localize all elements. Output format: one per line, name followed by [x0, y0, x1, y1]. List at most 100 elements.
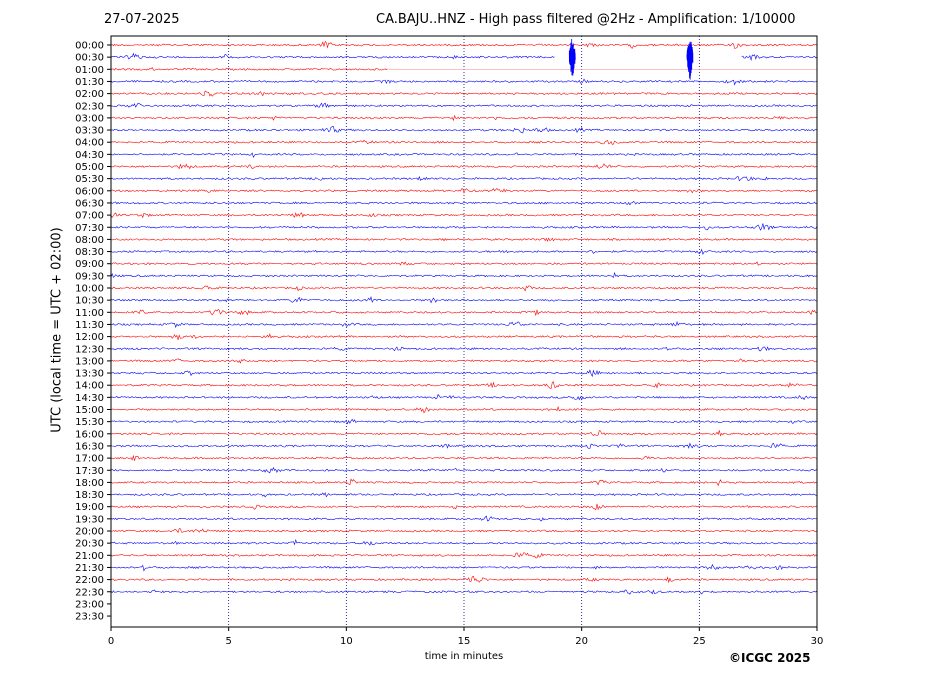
y-tick-label-17:00: 17:00 [75, 454, 104, 465]
y-tick-label-02:30: 02:30 [75, 101, 104, 112]
y-tick-label-13:00: 13:00 [75, 356, 104, 367]
trace-02:00 [110, 90, 818, 97]
trace-14:00 [110, 381, 818, 390]
trace-03:00 [110, 114, 818, 122]
copyright: ©ICGC 2025 [729, 651, 811, 665]
y-tick-label-04:00: 04:00 [75, 138, 104, 149]
trace-19:00 [110, 503, 818, 511]
trace-01:00 [110, 66, 388, 71]
y-tick-label-05:00: 05:00 [75, 162, 104, 173]
trace-lines [110, 40, 818, 595]
y-tick-label-20:00: 20:00 [75, 527, 104, 538]
event-00:30-0 [568, 38, 576, 76]
y-tick-label-14:30: 14:30 [75, 393, 104, 404]
y-tick-label-22:00: 22:00 [75, 575, 104, 586]
x-tick-label-15: 15 [458, 636, 471, 647]
trace-10:00 [110, 285, 818, 292]
y-tick-label-23:00: 23:00 [75, 599, 104, 610]
trace-12:00 [110, 333, 818, 341]
x-axis-label: time in minutes [424, 651, 504, 662]
trace-15:00 [110, 405, 818, 414]
y-tick-label-00:00: 00:00 [75, 41, 104, 52]
y-tick-label-21:00: 21:00 [75, 551, 104, 562]
y-tick-label-09:30: 09:30 [75, 271, 104, 282]
y-tick-label-02:00: 02:00 [75, 89, 104, 100]
trace-16:30 [110, 442, 818, 449]
trace-22:30 [110, 589, 818, 595]
y-tick-label-19:00: 19:00 [75, 502, 104, 513]
trace-01:30 [110, 78, 818, 86]
y-tick-label-07:30: 07:30 [75, 223, 104, 234]
y-tick-label-04:30: 04:30 [75, 150, 104, 161]
y-tick-label-11:30: 11:30 [75, 320, 104, 331]
plot-frame [110, 35, 818, 628]
trace-04:00 [110, 139, 818, 145]
trace-18:30 [110, 492, 818, 498]
trace-19:30 [110, 515, 818, 522]
trace-12:30 [110, 346, 818, 352]
y-tick-label-10:30: 10:30 [75, 296, 104, 307]
y-tick-label-15:30: 15:30 [75, 417, 104, 428]
y-tick-label-03:00: 03:00 [75, 113, 104, 124]
y-tick-label-03:30: 03:30 [75, 126, 104, 137]
x-tick-label-0: 0 [108, 636, 114, 647]
trace-18:00 [110, 478, 818, 487]
y-tick-label-19:30: 19:30 [75, 514, 104, 525]
x-tick-labels: 0 5 10 15 20 25 30 [108, 627, 824, 647]
x-tick-label-25: 25 [693, 636, 706, 647]
trace-09:00 [110, 261, 818, 266]
trace-08:00 [110, 237, 818, 242]
grid-lines [228, 36, 700, 627]
trace-03:30 [110, 126, 818, 134]
trace-11:30 [110, 321, 818, 329]
trace-09:30 [110, 271, 818, 279]
trace-00:00 [110, 40, 818, 49]
trace-11:00 [110, 308, 818, 317]
trace-16:00 [110, 430, 818, 437]
y-tick-label-01:30: 01:30 [75, 77, 104, 88]
y-tick-label-05:30: 05:30 [75, 174, 104, 185]
y-tick-label-20:30: 20:30 [75, 539, 104, 550]
trace-00:30-seg1 [741, 54, 818, 62]
y-tick-label-09:00: 09:00 [75, 259, 104, 270]
trace-20:00 [110, 528, 818, 534]
trace-07:00 [110, 212, 818, 219]
trace-04:30 [110, 152, 818, 159]
y-tick-label-06:00: 06:00 [75, 186, 104, 197]
trace-06:30 [110, 201, 818, 206]
y-tick-label-06:30: 06:30 [75, 198, 104, 209]
trace-05:30 [110, 175, 818, 182]
event-marks [568, 38, 694, 80]
trace-22:00 [110, 575, 818, 584]
trace-02:30 [110, 102, 818, 109]
y-tick-label-07:00: 07:00 [75, 211, 104, 222]
y-tick-label-01:00: 01:00 [75, 65, 104, 76]
y-tick-label-12:30: 12:30 [75, 344, 104, 355]
x-tick-label-10: 10 [340, 636, 353, 647]
trace-17:00 [110, 454, 818, 461]
y-tick-label-15:00: 15:00 [75, 405, 104, 416]
chart-date: 27-07-2025 [104, 12, 180, 27]
y-tick-label-13:30: 13:30 [75, 369, 104, 380]
y-tick-label-16:30: 16:30 [75, 441, 104, 452]
x-tick-label-5: 5 [225, 636, 231, 647]
chart-title: CA.BAJU..HNZ - High pass filtered @2Hz -… [376, 12, 796, 27]
y-tick-label-08:00: 08:00 [75, 235, 104, 246]
trace-08:30 [110, 248, 818, 255]
trace-17:30 [110, 466, 818, 474]
y-tick-label-00:30: 00:30 [75, 53, 104, 64]
event-00:30-1 [686, 41, 694, 80]
trace-00:30 [110, 52, 555, 60]
trace-15:30 [110, 418, 818, 425]
x-tick-label-20: 20 [575, 636, 588, 647]
trace-20:30 [110, 538, 818, 546]
y-tick-label-11:00: 11:00 [75, 308, 104, 319]
x-tick-label-30: 30 [811, 636, 824, 647]
y-tick-label-23:30: 23:30 [75, 612, 104, 623]
y-tick-label-14:00: 14:00 [75, 381, 104, 392]
y-tick-label-18:30: 18:30 [75, 490, 104, 501]
trace-21:30 [110, 563, 818, 572]
trace-14:30 [110, 393, 818, 401]
